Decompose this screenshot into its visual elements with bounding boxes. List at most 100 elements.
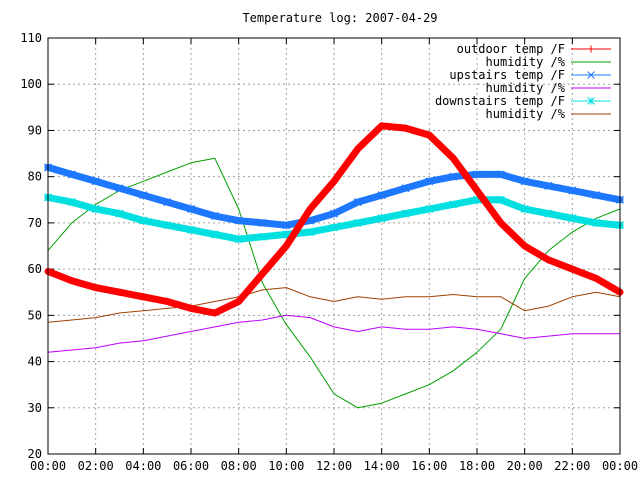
data-point [402,124,409,132]
data-point [592,191,601,200]
legend-label: humidity /% [486,81,566,95]
data-point [234,216,243,225]
x-tick-label: 00:00 [30,459,66,473]
data-point [520,177,529,186]
data-point [115,184,124,193]
data-point [329,223,339,232]
legend-marker [587,71,595,79]
data-point [592,218,601,227]
x-tick-label: 00:00 [602,459,638,473]
plot-frame [47,37,621,455]
x-tick-label: 16:00 [411,459,447,473]
y-tick-label: 20 [28,447,42,461]
data-point [67,170,76,179]
series-5 [47,287,621,323]
y-tick-label: 70 [28,216,42,230]
data-point [163,198,172,207]
data-point [496,170,505,179]
series-line-5 [47,287,621,323]
x-tick-label: 06:00 [173,459,209,473]
data-point [401,209,410,218]
data-point [163,221,172,230]
data-point [282,230,291,239]
data-point [353,198,362,207]
data-point [353,218,362,227]
data-point [568,186,577,195]
legend-label: humidity /% [486,107,566,121]
data-point [139,293,147,301]
chart-title: Temperature log: 2007-04-29 [242,11,437,25]
data-point [139,191,148,200]
data-point [115,209,124,218]
data-point [306,205,314,213]
data-point [449,200,458,209]
data-point [520,204,529,214]
series-1 [47,157,621,409]
data-point [473,187,481,195]
data-point [496,195,505,204]
data-point [472,195,482,204]
data-point [544,181,553,190]
x-tick-label: 10:00 [268,459,304,473]
x-tick-label: 12:00 [316,459,352,473]
y-tick-label: 110 [20,31,42,45]
legend-label: outdoor temp /F [457,42,565,56]
data-point [377,191,386,200]
data-point [282,242,290,250]
legend-label: downstairs temp /F [435,94,565,108]
x-tick-label: 20:00 [507,459,543,473]
y-tick-label: 80 [28,170,42,184]
series-line-3 [47,314,621,353]
x-tick-label: 18:00 [459,459,495,473]
data-point [521,242,529,250]
data-point [210,230,219,239]
data-point [425,131,433,139]
data-point [378,122,386,130]
data-point [187,304,195,312]
data-point [354,145,362,153]
data-point [210,211,219,220]
x-tick-label: 08:00 [221,459,257,473]
data-point [306,228,315,237]
y-tick-label: 100 [20,77,42,91]
data-point [449,154,457,162]
x-tick-label: 04:00 [125,459,161,473]
y-tick-label: 40 [28,355,42,369]
data-point [258,218,267,227]
data-point [425,204,434,214]
data-point [377,214,386,223]
data-point [258,232,267,241]
data-point [91,204,100,214]
data-point [497,219,505,227]
data-point [568,214,577,223]
data-point [234,235,243,244]
data-point [425,177,434,186]
data-point [68,277,76,285]
legend-label: upstairs temp /F [449,68,565,82]
y-tick-label: 90 [28,123,42,137]
data-point [211,309,219,317]
x-tick-label: 14:00 [364,459,400,473]
legend-marker [587,97,595,105]
legend-label: humidity /% [486,55,566,69]
series-line-1 [47,157,621,409]
data-point [139,216,148,225]
x-tick-label: 22:00 [554,459,590,473]
axis-ticks: 20 30 40 50 60 70 80 90 100 110 00:00 02:00 04:00 06:… [20,31,638,473]
data-point [67,198,76,207]
data-point [544,209,553,218]
data-point [91,177,100,186]
data-point [92,284,100,292]
data-point [472,170,482,179]
data-point [401,184,410,193]
data-point [163,297,171,305]
data-point [186,225,196,234]
data-point [568,265,576,273]
y-tick-label: 30 [28,401,42,415]
data-point [592,274,600,282]
data-point [282,221,291,230]
x-tick-label: 02:00 [78,459,114,473]
data-point [330,177,338,185]
